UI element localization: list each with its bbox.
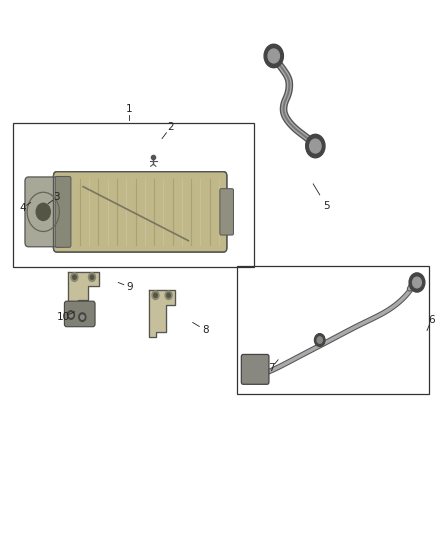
FancyBboxPatch shape [25,177,65,247]
Text: 9: 9 [126,282,133,292]
Circle shape [79,313,86,321]
Circle shape [409,273,425,292]
Bar [13,123,254,266]
Circle shape [264,44,283,68]
Text: 2: 2 [167,122,174,132]
Text: 7: 7 [268,363,275,373]
Text: 1: 1 [126,104,133,114]
Circle shape [90,275,94,279]
FancyBboxPatch shape [55,176,71,247]
Bar [237,266,429,394]
FancyBboxPatch shape [220,189,233,235]
Polygon shape [149,290,175,337]
Circle shape [73,275,76,279]
Circle shape [310,139,321,153]
FancyBboxPatch shape [53,172,227,252]
FancyBboxPatch shape [64,301,95,327]
Circle shape [67,311,74,319]
Circle shape [69,313,73,317]
Circle shape [268,49,279,63]
Text: 3: 3 [53,192,60,202]
Circle shape [413,277,421,288]
Text: 8: 8 [202,326,209,335]
Text: 5: 5 [323,201,330,211]
FancyBboxPatch shape [241,354,269,384]
Circle shape [152,291,159,300]
Circle shape [154,293,157,297]
Text: 4: 4 [19,203,26,213]
Text: 6: 6 [428,315,435,325]
Polygon shape [68,272,99,304]
Circle shape [36,203,50,221]
Circle shape [314,334,325,346]
Circle shape [88,273,95,281]
Circle shape [167,293,170,297]
Text: 10: 10 [57,312,70,322]
Bar [60,197,69,227]
Circle shape [317,337,322,343]
Circle shape [165,291,172,300]
Circle shape [306,134,325,158]
Circle shape [71,273,78,281]
Circle shape [81,315,84,319]
